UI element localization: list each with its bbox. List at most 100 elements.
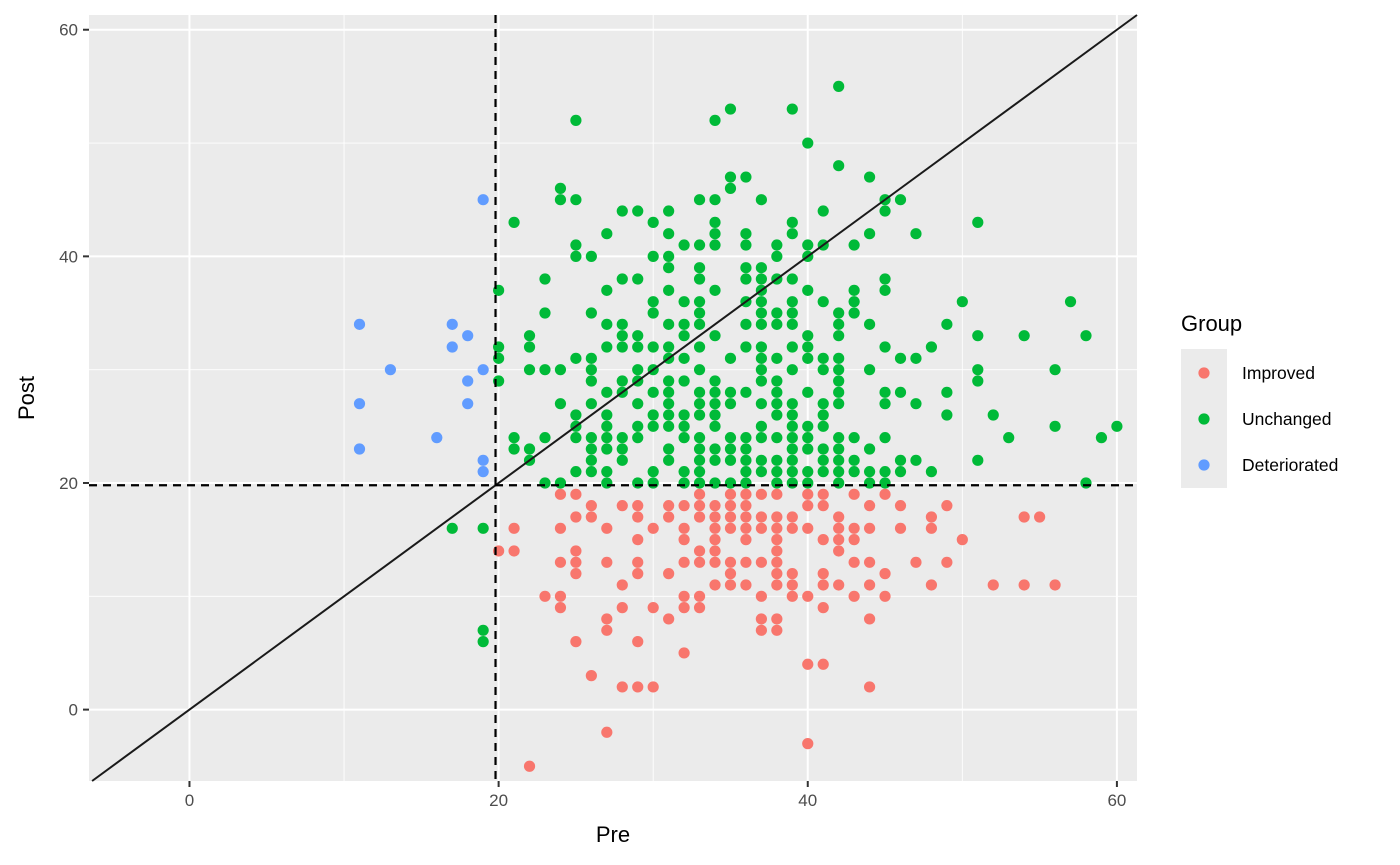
point-unchanged	[539, 273, 551, 285]
point-improved	[771, 613, 783, 625]
point-unchanged	[755, 375, 767, 387]
point-unchanged	[647, 296, 659, 308]
point-unchanged	[663, 341, 675, 353]
point-improved	[724, 579, 737, 591]
point-unchanged	[848, 296, 860, 308]
point-unchanged	[554, 477, 567, 489]
point-unchanged	[724, 432, 737, 444]
point-unchanged	[523, 364, 536, 376]
point-unchanged	[554, 398, 567, 410]
point-improved	[709, 534, 721, 546]
point-unchanged	[740, 341, 752, 353]
point-unchanged	[848, 239, 860, 251]
legend-title: Group	[1181, 311, 1242, 336]
point-improved	[894, 522, 907, 534]
point-unchanged	[755, 352, 767, 364]
point-improved	[817, 658, 829, 670]
point-unchanged	[477, 624, 489, 636]
point-unchanged	[585, 398, 597, 410]
point-improved	[1034, 511, 1046, 523]
point-improved	[817, 488, 829, 500]
legend-label-improved: Improved	[1242, 363, 1315, 383]
point-improved	[833, 545, 845, 557]
point-improved	[879, 568, 891, 580]
point-improved	[771, 624, 783, 636]
point-improved	[833, 511, 845, 523]
point-improved	[863, 579, 876, 591]
point-improved	[786, 511, 798, 523]
point-unchanged	[678, 352, 690, 364]
point-unchanged	[693, 341, 706, 353]
point-unchanged	[755, 364, 767, 376]
point-improved	[709, 500, 721, 512]
point-unchanged	[693, 466, 706, 478]
point-improved	[740, 511, 752, 523]
point-unchanged	[956, 296, 968, 308]
point-improved	[724, 488, 737, 500]
point-unchanged	[724, 398, 737, 410]
point-unchanged	[709, 386, 721, 398]
point-unchanged	[817, 352, 829, 364]
point-unchanged	[894, 386, 907, 398]
point-unchanged	[632, 420, 644, 432]
point-unchanged	[833, 443, 845, 455]
y-tick-label: 40	[59, 247, 78, 266]
legend: Group Improved Unchanged Deteriorated	[1181, 311, 1338, 488]
point-unchanged	[693, 307, 706, 319]
point-unchanged	[446, 522, 458, 534]
point-unchanged	[786, 228, 798, 240]
point-unchanged	[740, 228, 752, 240]
point-unchanged	[1095, 432, 1108, 444]
point-improved	[616, 500, 628, 512]
point-unchanged	[1064, 296, 1077, 308]
point-unchanged	[802, 477, 814, 489]
y-axis: 0 20 40 60	[59, 21, 89, 720]
point-improved	[709, 556, 721, 568]
point-improved	[693, 488, 706, 500]
point-improved	[740, 522, 752, 534]
point-unchanged	[678, 296, 690, 308]
point-unchanged	[879, 284, 891, 296]
point-improved	[508, 545, 520, 557]
point-improved	[771, 545, 783, 557]
point-unchanged	[848, 466, 860, 478]
point-improved	[786, 590, 798, 602]
point-unchanged	[693, 477, 706, 489]
point-unchanged	[771, 239, 783, 251]
point-improved	[601, 613, 613, 625]
point-improved	[523, 760, 536, 772]
point-unchanged	[910, 352, 922, 364]
point-unchanged	[740, 318, 752, 330]
point-unchanged	[786, 432, 798, 444]
point-unchanged	[987, 409, 999, 421]
point-unchanged	[585, 466, 597, 478]
reference-lines	[89, 14, 1138, 782]
point-unchanged	[709, 375, 721, 387]
point-unchanged	[647, 420, 659, 432]
point-unchanged	[863, 228, 876, 240]
y-tick-label: 60	[59, 21, 78, 40]
point-unchanged	[740, 273, 752, 285]
point-improved	[863, 556, 876, 568]
point-unchanged	[663, 443, 675, 455]
point-improved	[570, 636, 582, 648]
point-unchanged	[678, 318, 690, 330]
point-deteriorated	[462, 398, 474, 410]
point-unchanged	[693, 398, 706, 410]
point-unchanged	[1018, 330, 1030, 342]
point-unchanged	[724, 103, 737, 115]
point-unchanged	[647, 386, 659, 398]
point-unchanged	[817, 296, 829, 308]
point-unchanged	[802, 137, 814, 149]
point-unchanged	[647, 477, 659, 489]
point-improved	[802, 590, 814, 602]
point-improved	[755, 511, 767, 523]
point-unchanged	[755, 420, 767, 432]
point-improved	[740, 579, 752, 591]
point-unchanged	[693, 318, 706, 330]
point-improved	[616, 681, 628, 693]
point-improved	[570, 511, 582, 523]
point-unchanged	[1080, 477, 1092, 489]
point-unchanged	[724, 477, 737, 489]
point-unchanged	[585, 443, 597, 455]
